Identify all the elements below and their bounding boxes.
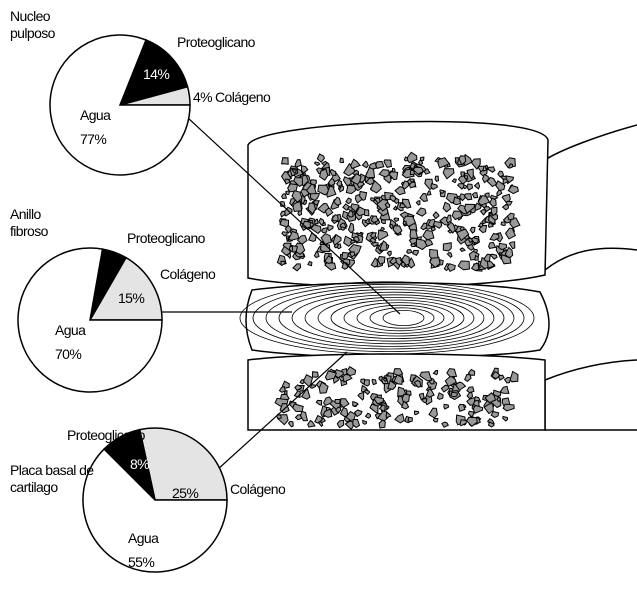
value-label: 25% [172, 485, 198, 502]
bone-cell [443, 243, 451, 251]
page: Nucleo pulposo Agua 77% Proteoglicano 14% Col… [0, 0, 637, 600]
value-label: 5% [105, 230, 124, 247]
bone-cell [407, 250, 413, 254]
bone-cell [363, 420, 367, 424]
bone-cell [364, 380, 369, 386]
value-label: 70% [55, 346, 81, 363]
category-label: Colágeno [230, 481, 285, 498]
bone-cell [381, 220, 385, 224]
bone-cell [459, 404, 466, 411]
bone-cell [451, 392, 457, 397]
bone-cell [282, 194, 287, 199]
pie [50, 35, 190, 175]
pie-title: Anillo fibroso [10, 206, 70, 240]
category-label: Colágeno [160, 266, 215, 283]
category-label: Proteoglicano [177, 34, 255, 51]
bone-cell [393, 169, 396, 173]
category-label: Agua [80, 107, 110, 124]
value-label: 4% [193, 89, 212, 106]
pie-title: Nucleo pulposo [10, 8, 70, 42]
bone-cell [408, 417, 412, 421]
bone-cell [322, 228, 327, 233]
value-label: 14% [143, 66, 169, 83]
vertebra-process [545, 125, 637, 270]
spine [240, 121, 637, 430]
bone-cell [335, 400, 340, 404]
bone-cell [501, 222, 505, 226]
bone-cell [410, 179, 414, 182]
bone-cell [371, 198, 375, 201]
bone-cell [435, 176, 439, 181]
bone-cell [403, 221, 406, 225]
pie-title: Placa basal de cartilago [10, 462, 100, 496]
category-label: Proteoglicano [67, 427, 145, 444]
bone-cell [282, 158, 289, 165]
bone-cell [473, 193, 478, 198]
category-label: Agua [55, 322, 85, 339]
bone-cell [372, 379, 376, 384]
bone-cell [430, 249, 438, 258]
bone-cell [313, 372, 319, 378]
category-label: Agua [128, 530, 158, 547]
vertebra-process [545, 360, 637, 430]
bone-cell [404, 157, 407, 161]
value-label: 55% [128, 554, 154, 571]
bone-cell [423, 399, 427, 403]
value-label: 77% [80, 131, 106, 148]
category-label: Proteoglicano [127, 230, 205, 247]
pie [18, 248, 162, 392]
category-label: Colágeno [215, 89, 270, 106]
illustration [0, 0, 637, 600]
bone-cell [342, 252, 348, 259]
bone-cell [433, 418, 438, 422]
pie [83, 428, 227, 572]
value-label: 8% [130, 456, 149, 473]
bone-cell [431, 227, 435, 231]
bone-cell [340, 158, 344, 163]
value-label: 15% [118, 290, 144, 307]
bone-cell [420, 157, 424, 161]
